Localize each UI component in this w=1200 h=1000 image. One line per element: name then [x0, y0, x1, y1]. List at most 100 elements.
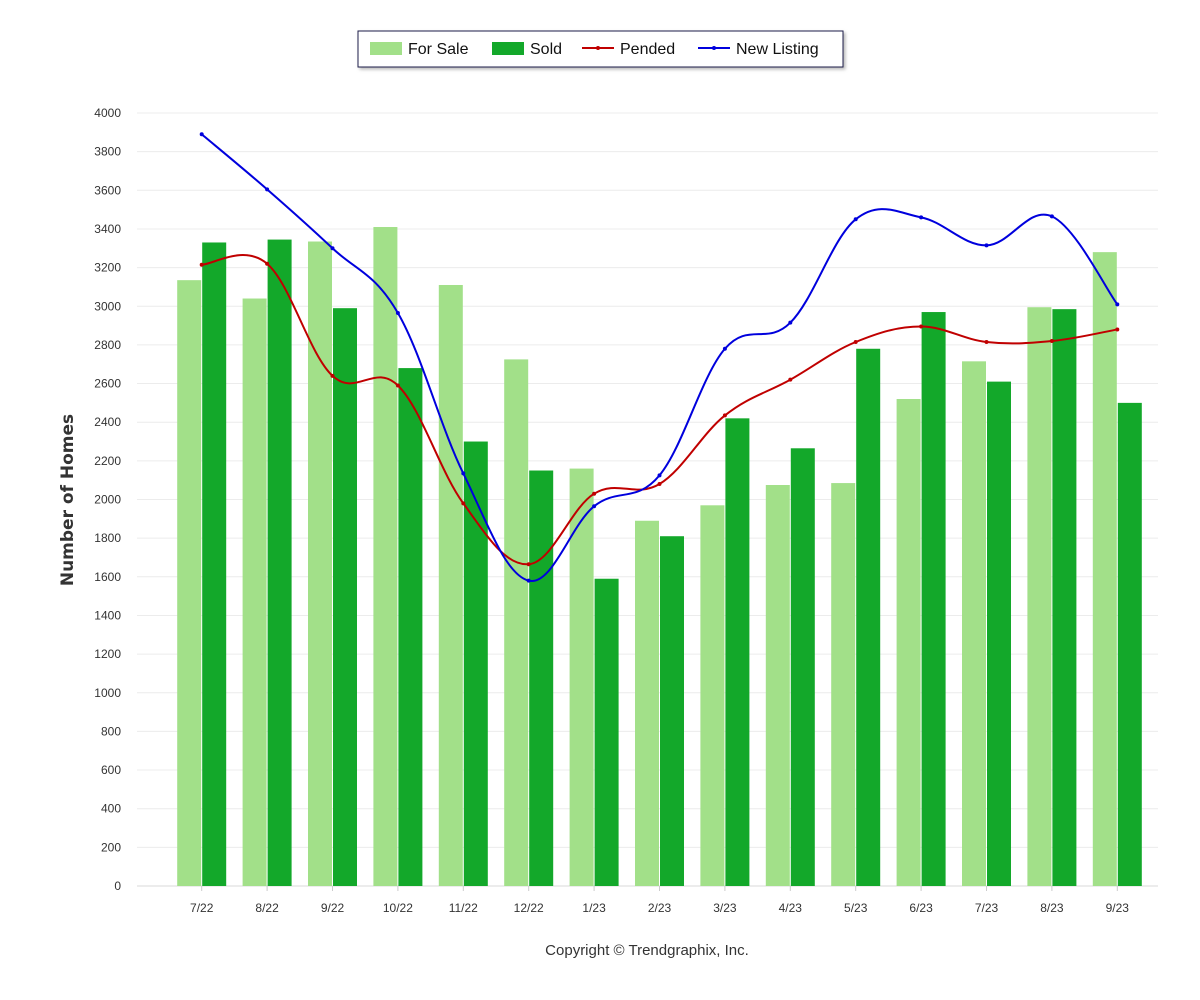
lines [199, 132, 1120, 583]
bar-sold [202, 242, 227, 887]
x-tick-label: 3/23 [713, 901, 737, 915]
x-tick-label: 7/23 [975, 901, 999, 915]
bar-sold [529, 470, 554, 886]
point-new-listing [984, 243, 989, 248]
bars [177, 227, 1142, 887]
point-pended [461, 501, 466, 506]
point-new-listing [461, 471, 466, 476]
y-tick-label: 2800 [94, 338, 121, 352]
point-new-listing [526, 578, 531, 583]
bar-for-sale [373, 227, 398, 886]
point-pended [592, 491, 597, 496]
point-new-listing [853, 217, 858, 222]
bar-for-sale [1027, 307, 1052, 886]
bar-sold [856, 348, 881, 886]
point-new-listing [788, 320, 793, 325]
bar-for-sale [242, 298, 267, 886]
bar-sold [660, 536, 684, 886]
bar-sold [1052, 309, 1077, 886]
y-tick-label: 2200 [94, 454, 121, 468]
point-pended [395, 383, 400, 388]
y-tick-label: 2400 [94, 415, 121, 429]
bar-sold [987, 381, 1011, 886]
line-pended [201, 254, 1118, 566]
point-pended [526, 562, 531, 567]
bar-for-sale [1092, 252, 1117, 886]
point-new-listing [592, 504, 597, 509]
point-pended [984, 340, 989, 345]
legend-swatch-for-sale [370, 42, 402, 55]
point-pended [330, 373, 335, 378]
bar-sold [725, 418, 750, 886]
x-tick-label: 8/22 [255, 901, 279, 915]
bar-for-sale [438, 284, 463, 886]
point-pended [788, 377, 793, 382]
x-tick-label: 9/22 [321, 901, 345, 915]
legend-label-pended: Pended [620, 41, 675, 58]
x-tick-label: 4/23 [779, 901, 803, 915]
axes: 0 200 400 600 800 1000 1200 1400 1600 1800 2000 220… [94, 106, 1158, 915]
copyright-text: Copyright © Trendgraphix, Inc. [545, 942, 749, 959]
y-tick-label: 400 [101, 802, 121, 816]
bar-for-sale [308, 241, 332, 887]
point-pended [1049, 339, 1054, 344]
point-pended [657, 482, 662, 487]
point-pended [919, 324, 924, 329]
y-tick-label: 1200 [94, 647, 121, 661]
point-pended [722, 413, 727, 418]
point-new-listing [919, 215, 924, 220]
y-tick-label: 200 [101, 840, 121, 854]
x-tick-label: 6/23 [909, 901, 933, 915]
y-axis-label: Number of Homes [58, 414, 78, 586]
point-new-listing [1115, 302, 1120, 307]
x-tick-label: 12/22 [514, 901, 544, 915]
y-tick-label: 4000 [94, 106, 121, 120]
point-new-listing [395, 311, 400, 316]
bar-for-sale [569, 468, 594, 886]
y-tick-label: 3400 [94, 222, 121, 236]
x-tick-label: 5/23 [844, 901, 868, 915]
bar-for-sale [831, 483, 856, 886]
legend-label-for-sale: For Sale [408, 41, 469, 58]
y-tick-label: 3600 [94, 183, 121, 197]
bar-for-sale [962, 361, 986, 886]
x-tick-label: 7/22 [190, 901, 214, 915]
y-tick-label: 1400 [94, 608, 121, 622]
bar-for-sale [765, 485, 790, 886]
y-tick-label: 3000 [94, 299, 121, 313]
bar-for-sale [896, 399, 921, 886]
bar-sold [1117, 402, 1142, 886]
y-tick-label: 1000 [94, 686, 121, 700]
x-tick-label: 9/23 [1106, 901, 1130, 915]
bar-for-sale [635, 520, 659, 886]
bar-sold [398, 368, 423, 887]
y-tick-label: 2000 [94, 493, 121, 507]
point-new-listing [330, 246, 335, 251]
bar-sold [267, 239, 292, 887]
x-tick-label: 11/22 [449, 901, 478, 915]
bar-sold [594, 578, 619, 886]
point-pended [1115, 327, 1120, 332]
bar-sold [333, 308, 357, 886]
point-new-listing [199, 132, 204, 137]
bar-sold [921, 312, 946, 886]
y-tick-label: 3200 [94, 261, 121, 275]
point-pended [199, 262, 204, 267]
bar-sold [790, 448, 815, 886]
x-tick-label: 10/22 [383, 901, 413, 915]
legend-marker-pended [596, 46, 600, 50]
y-tick-label: 0 [114, 879, 121, 893]
y-tick-label: 800 [101, 724, 121, 738]
y-tick-label: 600 [101, 763, 121, 777]
y-tick-label: 3800 [94, 145, 121, 159]
point-new-listing [722, 346, 727, 351]
point-pended [853, 340, 858, 345]
bar-for-sale [177, 280, 202, 886]
y-tick-label: 1600 [94, 570, 121, 584]
point-new-listing [265, 187, 270, 192]
x-tick-label: 2/23 [648, 901, 672, 915]
y-tick-label: 1800 [94, 531, 121, 545]
point-pended [265, 261, 270, 266]
point-new-listing [1049, 214, 1054, 219]
